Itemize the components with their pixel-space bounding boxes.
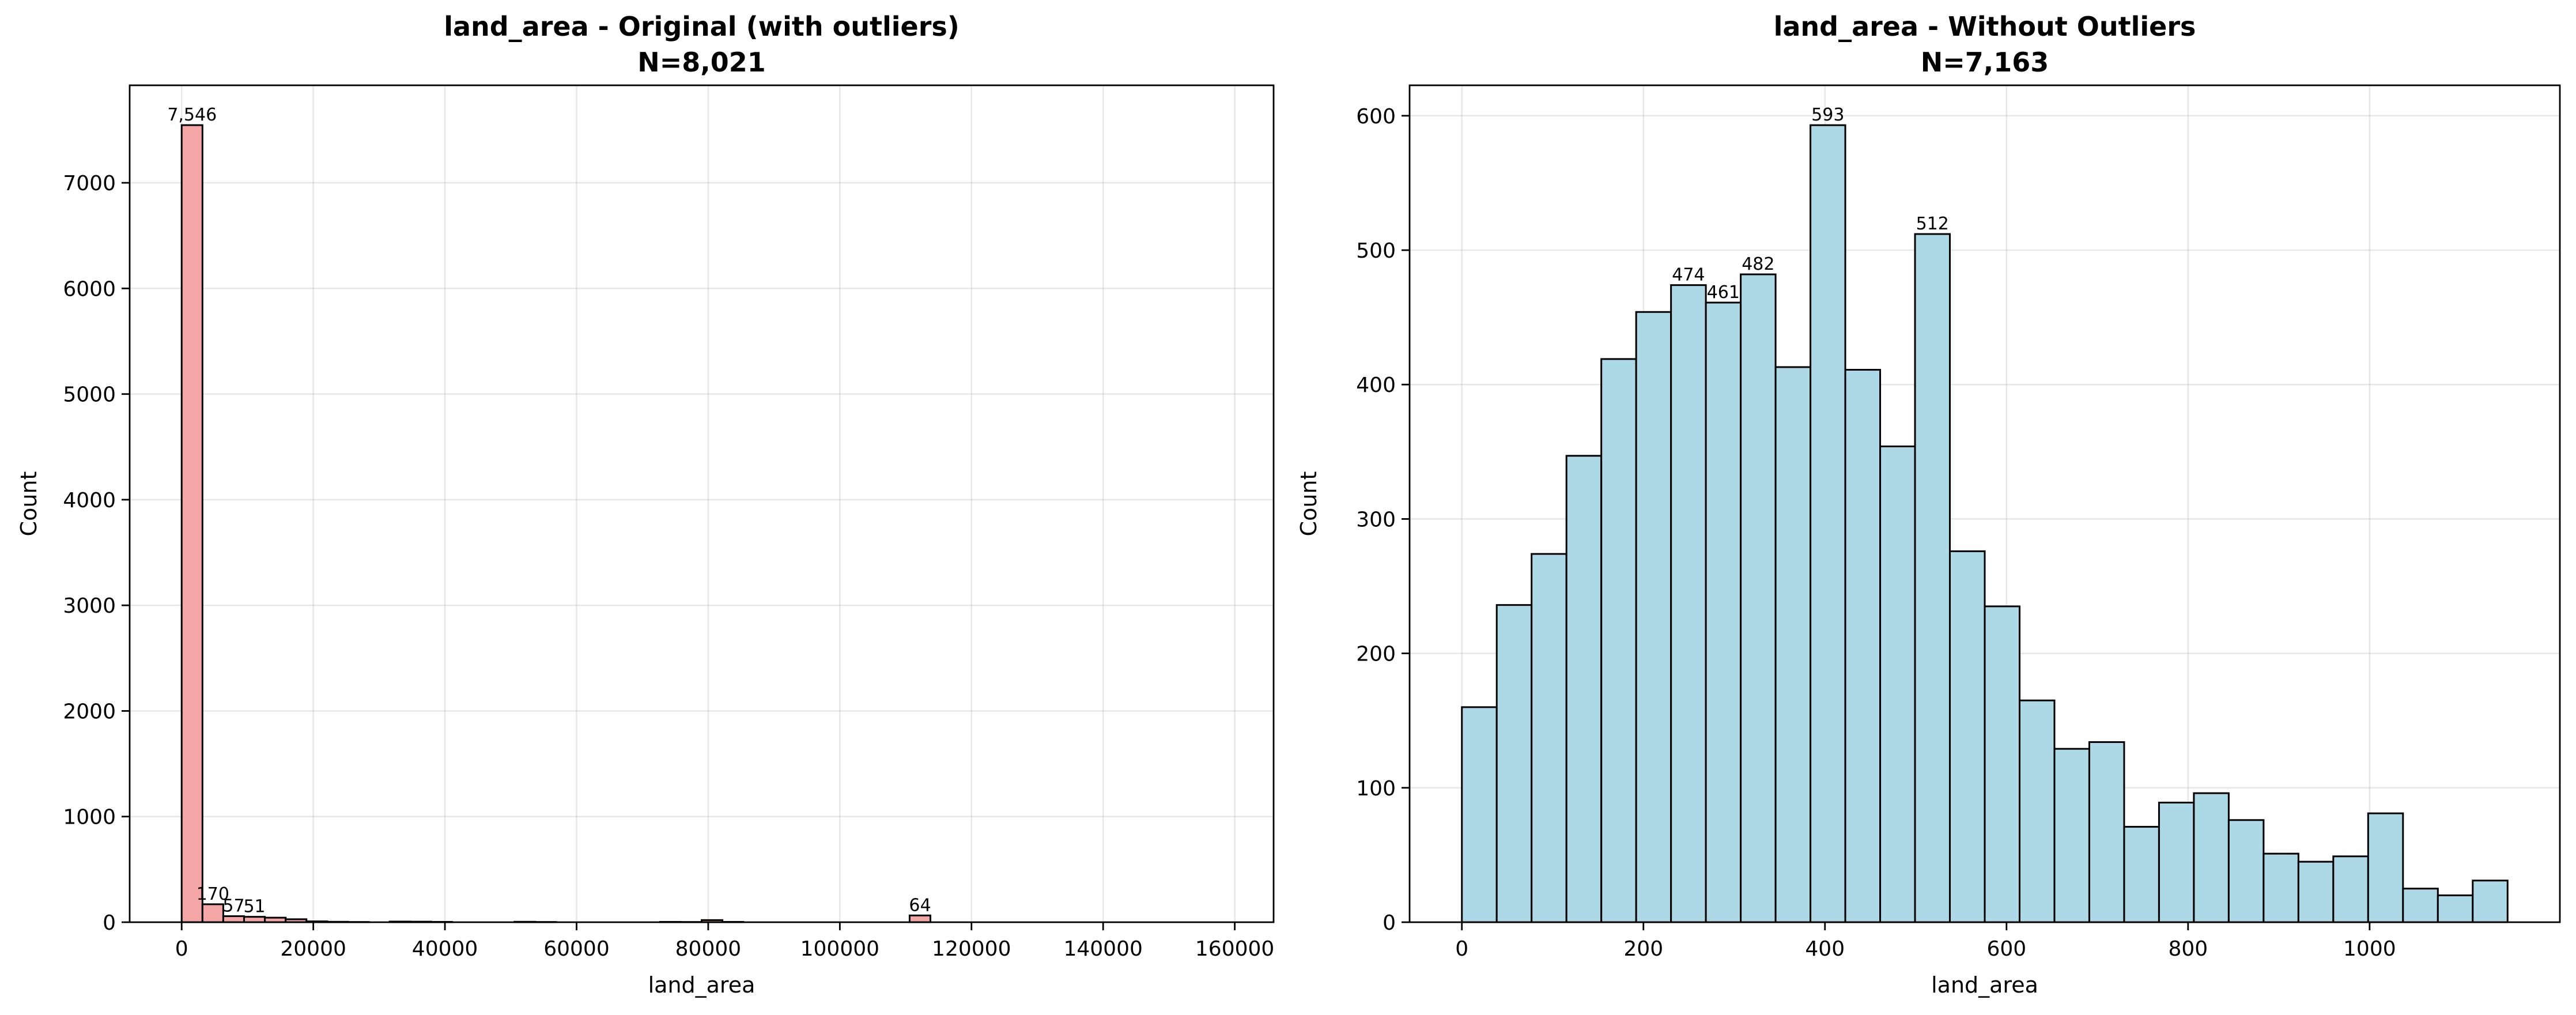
bar-value-label: 593 xyxy=(1811,105,1844,125)
x-axis-label: land_area xyxy=(1931,972,2038,998)
axes-frame xyxy=(1408,84,2561,923)
axes-frame xyxy=(129,84,1275,923)
chart-title: land_area - Without Outliers xyxy=(1774,11,2196,42)
chart-title: land_area - Original (with outliers) xyxy=(444,11,960,42)
histogram-bar xyxy=(2193,792,2230,923)
histogram-bar xyxy=(1810,124,1846,923)
histogram-bar xyxy=(2367,812,2404,923)
x-tick-label: 200 xyxy=(1623,937,1663,961)
histogram-bar xyxy=(1531,553,1567,923)
histogram-bar xyxy=(2263,852,2299,923)
histogram-bar xyxy=(2018,699,2056,923)
x-tick-label: 800 xyxy=(2168,937,2208,961)
histogram-bar xyxy=(1844,369,1882,923)
histogram-bar xyxy=(2053,748,2090,923)
y-tick-label: 7000 xyxy=(63,172,116,195)
x-tick-label: 600 xyxy=(1986,937,2026,961)
histogram-bar xyxy=(201,903,224,923)
bar-value-label: 7,546 xyxy=(167,105,217,125)
histogram-bar xyxy=(1984,605,2020,923)
bar-value-label: 482 xyxy=(1742,254,1774,274)
y-tick-label: 1000 xyxy=(63,806,116,829)
histogram-bar xyxy=(243,916,266,923)
histogram-bar xyxy=(180,124,203,923)
x-tick-label: 400 xyxy=(1805,937,1845,961)
x-axis-label: land_area xyxy=(648,972,756,998)
histogram-bar xyxy=(1600,358,1637,923)
x-tick-label: 120000 xyxy=(932,937,1011,961)
histogram-bar xyxy=(2088,741,2125,923)
y-tick-label: 300 xyxy=(1356,508,1396,531)
y-tick-label: 600 xyxy=(1356,105,1396,129)
y-tick-label: 0 xyxy=(103,911,116,935)
x-tick-label: 80000 xyxy=(675,937,742,961)
histogram-bar xyxy=(1565,455,1603,923)
histogram-bar xyxy=(2123,825,2160,923)
y-tick-label: 500 xyxy=(1356,239,1396,263)
y-tick-label: 100 xyxy=(1356,777,1396,801)
histogram-bar xyxy=(1495,604,1533,923)
bar-value-label: 51 xyxy=(243,897,265,917)
x-tick-label: 0 xyxy=(175,937,188,961)
chart-subtitle: N=8,021 xyxy=(637,47,766,78)
histogram-bar xyxy=(1705,301,1742,923)
histogram-bar xyxy=(222,915,245,923)
histogram-bar xyxy=(2158,801,2195,923)
histogram-bar xyxy=(1670,284,1707,923)
x-tick-label: 100000 xyxy=(800,937,879,961)
x-tick-label: 60000 xyxy=(543,937,610,961)
histogram-bar xyxy=(1461,706,1498,923)
x-tick-label: 20000 xyxy=(280,937,346,961)
histogram-bar xyxy=(1949,550,1986,923)
y-tick-label: 6000 xyxy=(63,277,116,301)
histogram-bar xyxy=(2402,888,2439,923)
histogram-bar xyxy=(2297,861,2335,923)
x-tick-label: 140000 xyxy=(1063,937,1142,961)
x-tick-label: 40000 xyxy=(412,937,478,961)
bar-value-label: 461 xyxy=(1707,282,1740,303)
histogram-bar xyxy=(1914,233,1951,923)
histogram-bar xyxy=(2437,894,2474,923)
y-tick-label: 400 xyxy=(1356,373,1396,397)
bar-value-label: 57 xyxy=(222,896,244,916)
y-tick-label: 0 xyxy=(1383,911,1396,935)
y-tick-label: 200 xyxy=(1356,643,1396,666)
histogram-bar xyxy=(1635,311,1672,923)
histogram-bar xyxy=(1879,445,1916,923)
histogram-bar xyxy=(2227,819,2265,923)
chart-subtitle: N=7,163 xyxy=(1921,47,2049,78)
x-tick-label: 160000 xyxy=(1195,937,1274,961)
histogram-bar xyxy=(908,914,931,923)
histogram-bar xyxy=(1740,273,1777,923)
histogram-bar xyxy=(2472,880,2509,923)
y-axis-label: Count xyxy=(1296,471,1321,537)
y-axis-label: Count xyxy=(16,471,41,537)
bar-value-label: 64 xyxy=(909,895,931,915)
histogram-bar xyxy=(2332,855,2369,923)
histogram-bar xyxy=(1774,366,1812,923)
bar-value-label: 474 xyxy=(1672,265,1705,285)
bar-value-label: 512 xyxy=(1916,214,1949,234)
y-tick-label: 2000 xyxy=(63,700,116,723)
y-tick-label: 3000 xyxy=(63,594,116,618)
y-tick-label: 5000 xyxy=(63,383,116,407)
bar-value-label: 170 xyxy=(197,884,229,904)
y-tick-label: 4000 xyxy=(63,489,116,512)
x-tick-label: 1000 xyxy=(2343,937,2396,961)
x-tick-label: 0 xyxy=(1455,937,1468,961)
